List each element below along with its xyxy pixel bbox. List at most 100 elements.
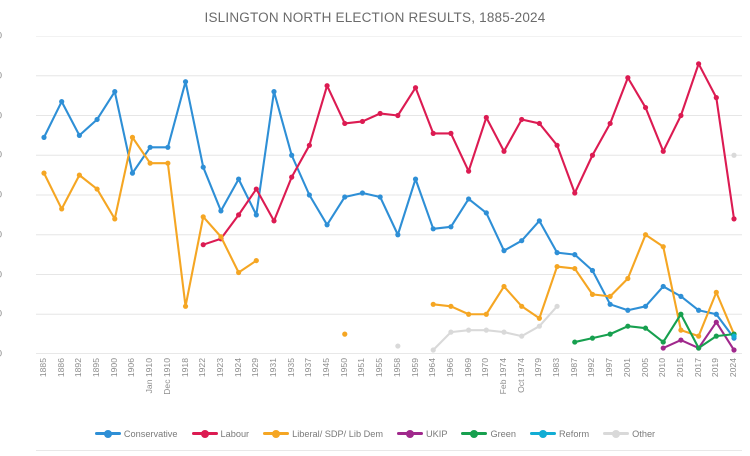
x-tick-label: 1935 [285, 358, 296, 378]
x-tick-label: 1970 [480, 358, 491, 378]
legend-label: Other [632, 428, 656, 439]
data-point [731, 333, 737, 339]
data-point [200, 242, 206, 248]
legend-swatch-icon [397, 428, 424, 439]
data-point [536, 120, 542, 127]
data-point [218, 234, 224, 240]
data-point [678, 293, 684, 299]
data-point [306, 142, 312, 148]
data-point [200, 214, 206, 220]
legend-label: Reform [559, 428, 590, 439]
y-tick-label: 0 [0, 349, 2, 360]
data-point [536, 323, 542, 329]
data-point [501, 248, 507, 254]
data-point [466, 327, 472, 333]
data-point [660, 345, 666, 351]
data-point [147, 144, 153, 150]
data-point [182, 303, 189, 309]
y-tick-label: 20 [0, 269, 2, 280]
data-point [430, 226, 436, 232]
data-point [430, 301, 436, 307]
x-tick-label: 1906 [126, 358, 137, 378]
data-point [519, 116, 525, 123]
legend-item-ukip[interactable]: UKIP [397, 428, 447, 439]
data-point [572, 252, 578, 258]
data-point [289, 152, 295, 158]
data-point [660, 283, 666, 290]
data-point [607, 331, 613, 337]
y-tick-label: 30 [0, 229, 2, 240]
data-point [359, 118, 366, 125]
data-point [554, 250, 560, 256]
data-point [200, 164, 206, 170]
data-point [607, 301, 613, 307]
data-point [412, 85, 419, 91]
data-point [625, 75, 631, 81]
legend-item-green[interactable]: Green [461, 428, 516, 439]
legend-label: UKIP [426, 428, 448, 439]
data-point [395, 112, 401, 119]
data-point [253, 186, 259, 192]
x-tick-label: 1951 [356, 358, 367, 378]
data-point [76, 132, 82, 138]
data-point [466, 168, 472, 174]
data-point [678, 327, 684, 333]
x-tick-label: 1997 [604, 358, 615, 378]
legend-swatch-icon [263, 428, 290, 439]
x-tick-label: 1892 [73, 358, 84, 378]
x-tick-label: 1922 [197, 358, 208, 378]
plot-area [36, 36, 742, 354]
data-point [625, 307, 631, 313]
chart-title: ISLINGTON NORTH ELECTION RESULTS, 1885-2… [204, 10, 546, 25]
data-point [678, 112, 684, 119]
legend-swatch-icon [94, 428, 121, 439]
series-line [202, 62, 736, 246]
data-point [324, 83, 330, 89]
legend-swatch-icon [603, 428, 630, 439]
data-point [342, 120, 348, 127]
legend-item-liberal-sdp-lib-dem[interactable]: Liberal/ SDP/ Lib Dem [263, 428, 383, 439]
data-point [253, 212, 259, 218]
legend-item-reform[interactable]: Reform [530, 428, 589, 439]
data-point [660, 339, 666, 345]
x-tick-label: 1992 [586, 358, 597, 378]
data-point [519, 238, 525, 244]
data-point [412, 176, 419, 182]
legend-item-labour[interactable]: Labour [191, 428, 249, 439]
data-point [218, 208, 224, 214]
data-point [395, 343, 401, 349]
data-point [696, 345, 702, 351]
legend-swatch-icon [461, 428, 488, 439]
x-tick-label: 1966 [444, 358, 455, 378]
legend-item-other[interactable]: Other [603, 428, 655, 439]
series-other [395, 152, 737, 353]
data-point [165, 160, 171, 166]
data-point [642, 303, 649, 309]
data-point [112, 216, 118, 222]
data-point [696, 307, 702, 313]
data-point [236, 176, 242, 182]
data-point [129, 170, 136, 176]
data-point [519, 333, 525, 339]
data-point [271, 218, 277, 224]
data-point [642, 232, 649, 238]
x-tick-label: 2005 [639, 358, 650, 378]
x-axis: 1885 1886 1892 1895 1900 1906 Jan 1910 Dec 1910… [36, 358, 742, 420]
data-point [395, 232, 401, 238]
data-point [678, 337, 684, 343]
data-point [642, 104, 649, 111]
x-tick-label: 1885 [38, 358, 48, 378]
x-tick-label: 1950 [338, 358, 349, 378]
data-point [466, 311, 472, 317]
data-point [342, 331, 348, 337]
data-point [731, 347, 737, 353]
series-line [432, 233, 736, 338]
data-point [554, 142, 560, 148]
data-point [589, 267, 596, 274]
data-point [306, 192, 312, 198]
data-point [94, 186, 100, 192]
y-tick-label: 50 [0, 150, 2, 161]
data-point [483, 114, 489, 121]
legend-item-conservative[interactable]: Conservative [94, 428, 178, 439]
